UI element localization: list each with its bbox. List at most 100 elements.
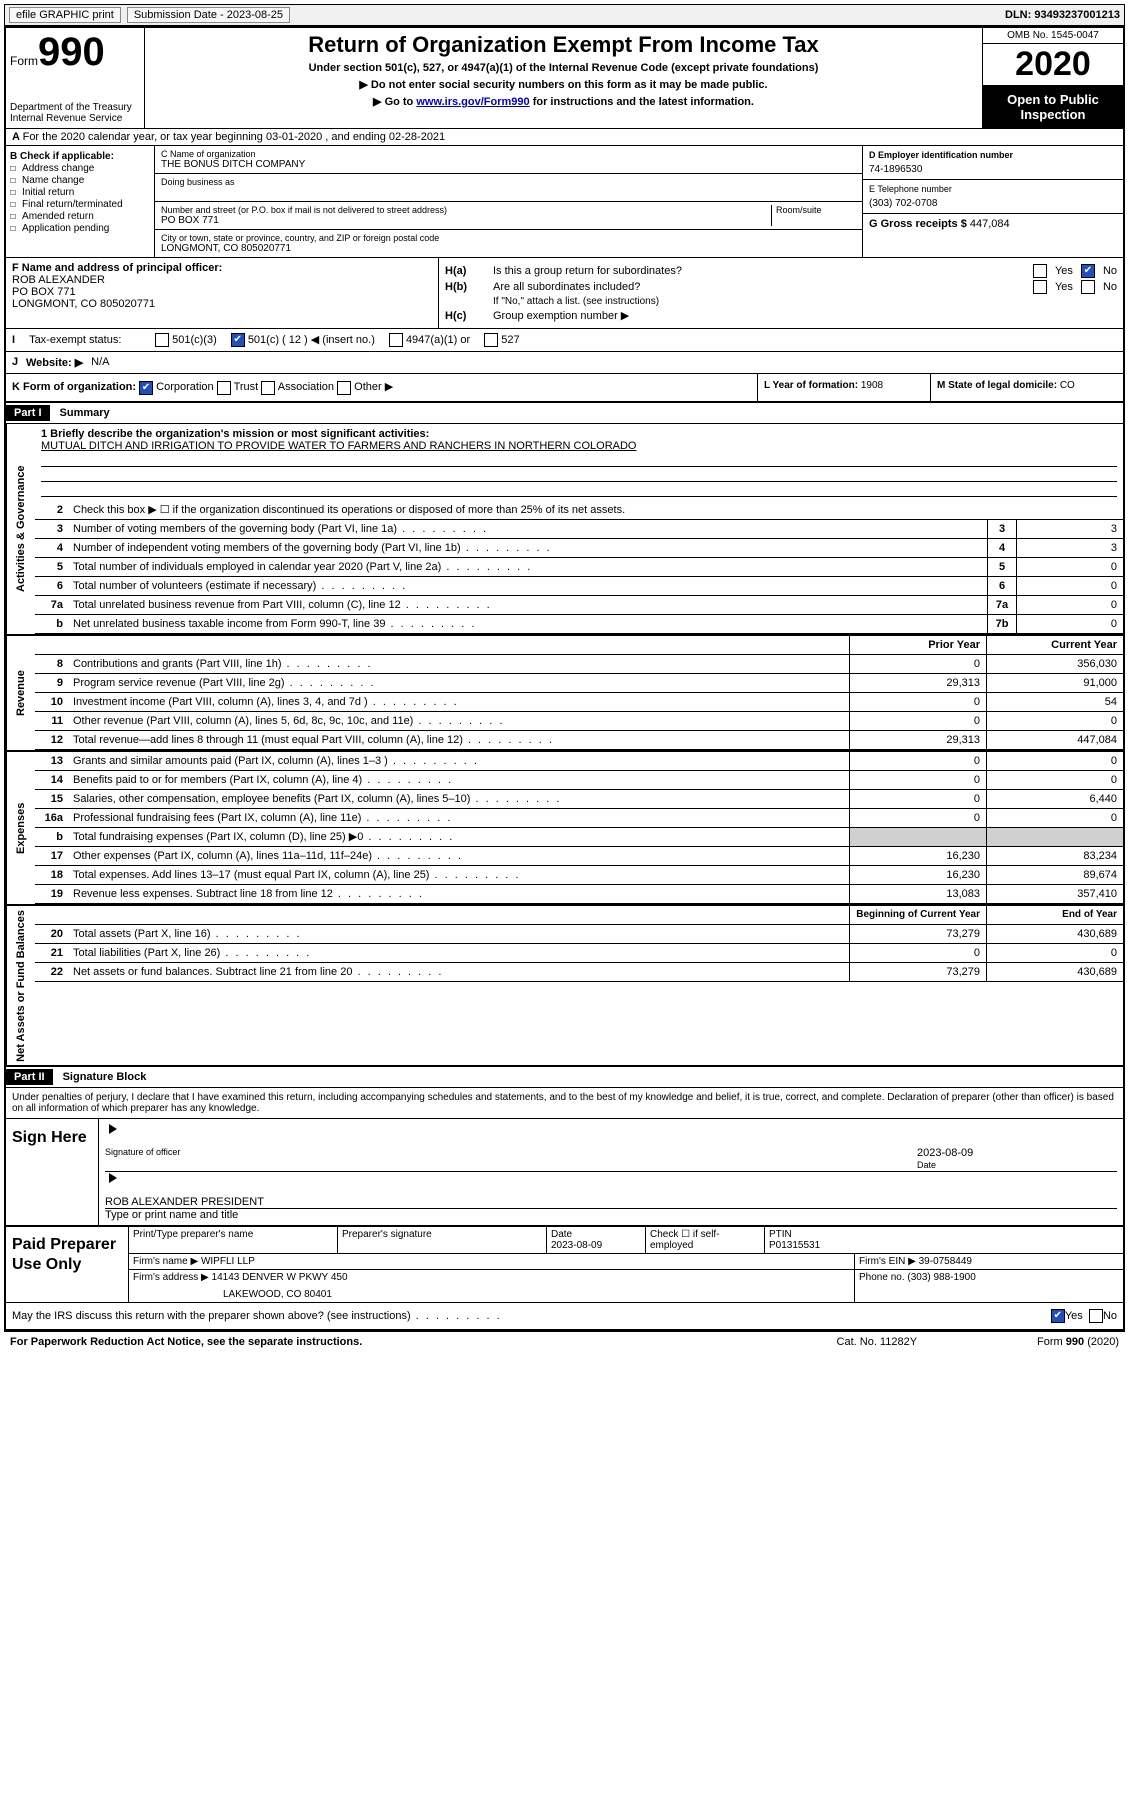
chk-name[interactable]: ☐ Name change bbox=[10, 175, 150, 186]
prep-name-hdr: Print/Type preparer's name bbox=[129, 1227, 338, 1253]
expenses-section: Expenses 13 Grants and similar amounts p… bbox=[6, 752, 1123, 906]
irs-link[interactable]: www.irs.gov/Form990 bbox=[416, 96, 529, 108]
gov-row-7a: 7a Total unrelated business revenue from… bbox=[35, 596, 1123, 615]
gov-row-3: 3 Number of voting members of the govern… bbox=[35, 520, 1123, 539]
note-ssn: Do not enter social security numbers on … bbox=[153, 78, 974, 91]
phone-cell: E Telephone number (303) 702-0708 bbox=[863, 180, 1123, 214]
part2-header: Part II Signature Block bbox=[6, 1067, 1123, 1088]
dln-label: DLN: 93493237001213 bbox=[1005, 9, 1120, 21]
row-18: 18 Total expenses. Add lines 13–17 (must… bbox=[35, 866, 1123, 885]
omb-number: OMB No. 1545-0047 bbox=[983, 28, 1123, 44]
ha-no[interactable] bbox=[1081, 264, 1095, 278]
chk-527[interactable]: 527 bbox=[484, 333, 519, 347]
status-row: I Tax-exempt status: 501(c)(3) 501(c) ( … bbox=[6, 329, 1123, 352]
firm-ein: Firm's EIN ▶ 39-0758449 bbox=[855, 1254, 1123, 1269]
chk-501c[interactable]: 501(c) ( 12 ) ◀ (insert no.) bbox=[231, 333, 375, 347]
revenue-section: Revenue Prior Year Current Year 8 Contri… bbox=[6, 636, 1123, 752]
row-20: 20 Total assets (Part X, line 16) 73,279… bbox=[35, 925, 1123, 944]
m-cell: M State of legal domicile: CO bbox=[931, 374, 1123, 400]
row-8: 8 Contributions and grants (Part VIII, l… bbox=[35, 655, 1123, 674]
prep-date-cell: Date2023-08-09 bbox=[547, 1227, 646, 1253]
discuss-yes[interactable] bbox=[1051, 1309, 1065, 1323]
prep-ptin: PTINP01315531 bbox=[765, 1227, 1123, 1253]
side-netassets: Net Assets or Fund Balances bbox=[6, 906, 35, 1066]
officer-cell: F Name and address of principal officer:… bbox=[6, 258, 439, 328]
row-17: 17 Other expenses (Part IX, column (A), … bbox=[35, 847, 1123, 866]
row-14: 14 Benefits paid to or for members (Part… bbox=[35, 771, 1123, 790]
netassets-section: Net Assets or Fund Balances Beginning of… bbox=[6, 906, 1123, 1068]
prep-selfemp[interactable]: Check ☐ if self-employed bbox=[646, 1227, 765, 1253]
chk-501c3[interactable]: 501(c)(3) bbox=[155, 333, 217, 347]
rev-header: Prior Year Current Year bbox=[35, 636, 1123, 655]
firm-name: Firm's name ▶ WIPFLI LLP bbox=[129, 1254, 855, 1269]
prep-sig-hdr: Preparer's signature bbox=[338, 1227, 547, 1253]
chk-pending[interactable]: ☐ Application pending bbox=[10, 223, 150, 234]
row-b: b Total fundraising expenses (Part IX, c… bbox=[35, 828, 1123, 847]
sign-here-row: Sign Here Signature of officer 2023-08-0… bbox=[6, 1118, 1123, 1225]
chk-address[interactable]: ☐ Address change bbox=[10, 163, 150, 174]
fh-row: F Name and address of principal officer:… bbox=[6, 258, 1123, 329]
firm-addr: Firm's address ▶ 14143 DENVER W PKWY 450… bbox=[129, 1270, 855, 1302]
row-15: 15 Salaries, other compensation, employe… bbox=[35, 790, 1123, 809]
h-section: H(a) Is this a group return for subordin… bbox=[439, 258, 1123, 328]
row-9: 9 Program service revenue (Part VIII, li… bbox=[35, 674, 1123, 693]
chk-corp[interactable]: Corporation bbox=[139, 381, 214, 393]
sign-body: Signature of officer 2023-08-09Date ROB … bbox=[99, 1119, 1123, 1225]
row-11: 11 Other revenue (Part VIII, column (A),… bbox=[35, 712, 1123, 731]
side-revenue: Revenue bbox=[6, 636, 35, 750]
k-cell: K Form of organization: Corporation Trus… bbox=[6, 374, 758, 400]
row-22: 22 Net assets or fund balances. Subtract… bbox=[35, 963, 1123, 982]
part1-header: Part I Summary bbox=[6, 403, 1123, 424]
col-d: D Employer identification number 74-1896… bbox=[862, 146, 1123, 257]
na-header: Beginning of Current Year End of Year bbox=[35, 906, 1123, 925]
discuss-row: May the IRS discuss this return with the… bbox=[6, 1303, 1123, 1330]
preparer-label: Paid Preparer Use Only bbox=[6, 1227, 129, 1302]
row-10: 10 Investment income (Part VIII, column … bbox=[35, 693, 1123, 712]
info-grid: B Check if applicable: ☐ Address change … bbox=[6, 146, 1123, 258]
hb-no[interactable] bbox=[1081, 280, 1095, 294]
header-left: Form 990 Department of the Treasury Inte… bbox=[6, 28, 145, 128]
website-row: J Website: ▶ N/A bbox=[6, 352, 1123, 374]
topbar: efile GRAPHIC print Submission Date - 20… bbox=[4, 4, 1125, 26]
chk-final[interactable]: ☐ Final return/terminated bbox=[10, 199, 150, 210]
chk-initial[interactable]: ☐ Initial return bbox=[10, 187, 150, 198]
efile-button[interactable]: efile GRAPHIC print bbox=[9, 7, 121, 23]
ein-cell: D Employer identification number 74-1896… bbox=[863, 146, 1123, 180]
discuss-no[interactable] bbox=[1089, 1309, 1103, 1323]
side-expenses: Expenses bbox=[6, 752, 35, 904]
ha-line: H(a) Is this a group return for subordin… bbox=[445, 264, 1117, 278]
row-13: 13 Grants and similar amounts paid (Part… bbox=[35, 752, 1123, 771]
header-mid: Return of Organization Exempt From Incom… bbox=[145, 28, 982, 128]
gov-row-4: 4 Number of independent voting members o… bbox=[35, 539, 1123, 558]
chk-4947[interactable]: 4947(a)(1) or bbox=[389, 333, 470, 347]
row-16a: 16a Professional fundraising fees (Part … bbox=[35, 809, 1123, 828]
row-19: 19 Revenue less expenses. Subtract line … bbox=[35, 885, 1123, 904]
preparer-section: Paid Preparer Use Only Print/Type prepar… bbox=[6, 1225, 1123, 1303]
submission-button[interactable]: Submission Date - 2023-08-25 bbox=[127, 7, 290, 23]
firm-phone: Phone no. (303) 988-1900 bbox=[855, 1270, 1123, 1302]
hb-line: H(b) Are all subordinates included? Yes … bbox=[445, 280, 1117, 294]
chk-trust[interactable]: Trust bbox=[217, 381, 259, 393]
note-link: Go to www.irs.gov/Form990 for instructio… bbox=[153, 95, 974, 108]
ha-yes[interactable] bbox=[1033, 264, 1047, 278]
address-cell: Number and street (or P.O. box if mail i… bbox=[155, 202, 862, 230]
gov-row-6: 6 Total number of volunteers (estimate i… bbox=[35, 577, 1123, 596]
hb-note: If "No," attach a list. (see instruction… bbox=[445, 296, 1117, 307]
col-c: C Name of organization THE BONUS DITCH C… bbox=[155, 146, 862, 257]
gov-row-5: 5 Total number of individuals employed i… bbox=[35, 558, 1123, 577]
line-2: 2Check this box ▶ ☐ if the organization … bbox=[35, 501, 1123, 520]
row-12: 12 Total revenue—add lines 8 through 11 … bbox=[35, 731, 1123, 750]
governance-section: Activities & Governance 1 Briefly descri… bbox=[6, 424, 1123, 636]
header-right: OMB No. 1545-0047 2020 Open to Public In… bbox=[982, 28, 1123, 128]
side-governance: Activities & Governance bbox=[6, 424, 35, 634]
hb-yes[interactable] bbox=[1033, 280, 1047, 294]
chk-amended[interactable]: ☐ Amended return bbox=[10, 211, 150, 222]
declaration-text: Under penalties of perjury, I declare th… bbox=[6, 1088, 1123, 1118]
chk-other[interactable]: Other ▶ bbox=[337, 381, 393, 393]
line-a: A For the 2020 calendar year, or tax yea… bbox=[6, 129, 1123, 146]
chk-assoc[interactable]: Association bbox=[261, 381, 334, 393]
klm-row: K Form of organization: Corporation Trus… bbox=[6, 374, 1123, 402]
gross-cell: G Gross receipts $ 447,084 bbox=[863, 214, 1123, 234]
form-subtitle: Under section 501(c), 527, or 4947(a)(1)… bbox=[153, 62, 974, 74]
city-cell: City or town, state or province, country… bbox=[155, 230, 862, 257]
